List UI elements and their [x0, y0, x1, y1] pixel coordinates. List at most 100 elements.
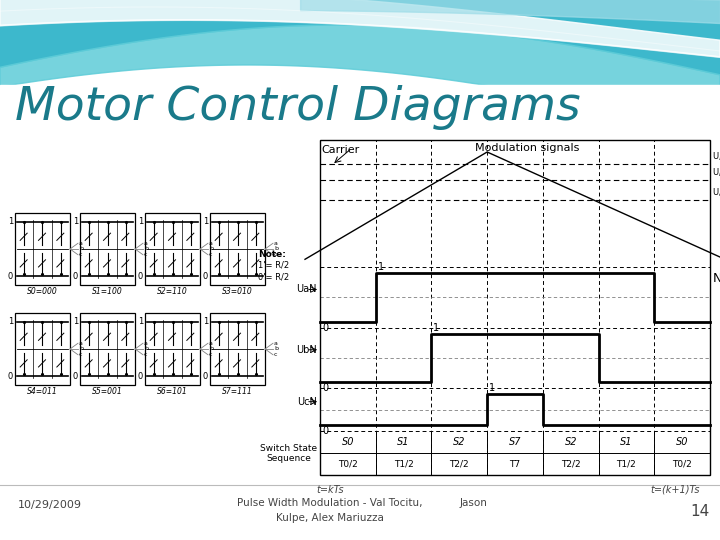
Bar — [15, 313, 70, 385]
Text: Note:: Note: — [258, 250, 286, 259]
Text: b: b — [274, 246, 278, 252]
Text: c: c — [209, 252, 212, 257]
Text: c: c — [209, 352, 212, 357]
Text: 0: 0 — [322, 322, 328, 333]
Text: 1: 1 — [489, 383, 495, 393]
Text: b: b — [209, 347, 213, 352]
Text: 0: 0 — [138, 272, 143, 281]
Text: a: a — [274, 241, 278, 246]
Text: 1: 1 — [433, 322, 439, 333]
Text: Carrier: Carrier — [321, 145, 359, 155]
Text: T2/2: T2/2 — [449, 460, 469, 469]
Text: 1: 1 — [378, 262, 384, 272]
Text: S1: S1 — [620, 437, 633, 447]
Text: S0=000: S0=000 — [27, 287, 58, 296]
Text: UbN: UbN — [296, 345, 317, 355]
Bar — [320, 140, 710, 475]
Text: S7: S7 — [509, 437, 521, 447]
Text: S2: S2 — [453, 437, 466, 447]
Text: 0: 0 — [322, 383, 328, 393]
Text: S3=010: S3=010 — [222, 287, 253, 296]
Text: b: b — [79, 347, 83, 352]
Bar — [320, 140, 710, 475]
Text: 1: 1 — [203, 217, 208, 226]
Text: a: a — [79, 341, 83, 346]
Text: 0'= R/2: 0'= R/2 — [258, 272, 289, 281]
Text: T0/2: T0/2 — [338, 460, 358, 469]
Bar — [80, 313, 135, 385]
Text: S1=100: S1=100 — [92, 287, 123, 296]
Bar — [15, 213, 70, 285]
Text: 0: 0 — [73, 272, 78, 281]
Text: 10/29/2009: 10/29/2009 — [18, 500, 82, 510]
Text: 0: 0 — [8, 372, 13, 381]
Text: Jason: Jason — [460, 498, 488, 508]
Text: S2: S2 — [564, 437, 577, 447]
Text: S2=110: S2=110 — [157, 287, 188, 296]
Text: U$_b$(kTs): U$_b$(kTs) — [712, 166, 720, 179]
Text: a: a — [209, 241, 213, 246]
Bar — [210, 213, 265, 285]
Text: c: c — [274, 352, 277, 357]
Text: a: a — [209, 341, 213, 346]
Text: S5=001: S5=001 — [92, 387, 123, 396]
Text: T2/2: T2/2 — [561, 460, 580, 469]
Text: 1: 1 — [203, 317, 208, 326]
Text: UcN: UcN — [297, 397, 317, 407]
Text: Motor Control Diagrams: Motor Control Diagrams — [15, 85, 580, 130]
Text: S7=111: S7=111 — [222, 387, 253, 396]
Text: 1: 1 — [73, 317, 78, 326]
Text: Modulation signals: Modulation signals — [475, 143, 580, 153]
Text: 1: 1 — [8, 217, 13, 226]
Text: S0: S0 — [341, 437, 354, 447]
Text: b: b — [144, 347, 148, 352]
Text: Kulpe, Alex Mariuzza: Kulpe, Alex Mariuzza — [276, 513, 384, 523]
Text: S1: S1 — [397, 437, 410, 447]
Text: c: c — [79, 252, 83, 257]
Text: c: c — [144, 252, 148, 257]
Text: T0/2: T0/2 — [672, 460, 692, 469]
Text: 0: 0 — [73, 372, 78, 381]
Text: T1/2: T1/2 — [616, 460, 636, 469]
Bar — [80, 213, 135, 285]
Text: 0: 0 — [203, 372, 208, 381]
Bar — [145, 213, 200, 285]
Text: a: a — [144, 241, 148, 246]
Text: 1: 1 — [138, 317, 143, 326]
Text: 0: 0 — [8, 272, 13, 281]
Text: Switch State
Sequence: Switch State Sequence — [260, 443, 317, 463]
Text: c: c — [79, 352, 83, 357]
Text: Pulse Width Modulation - Val Tocitu,: Pulse Width Modulation - Val Tocitu, — [238, 498, 423, 508]
Text: 0: 0 — [203, 272, 208, 281]
Text: b: b — [79, 246, 83, 252]
Text: 1'= R/2: 1'= R/2 — [258, 261, 289, 270]
Text: U$_c$(kTs): U$_c$(kTs) — [712, 186, 720, 199]
Text: T7: T7 — [510, 460, 521, 469]
Text: U$_a$(kTs): U$_a$(kTs) — [712, 151, 720, 163]
Text: 1: 1 — [138, 217, 143, 226]
Text: 14: 14 — [690, 504, 710, 519]
Text: b: b — [209, 246, 213, 252]
Text: a: a — [144, 341, 148, 346]
Text: a: a — [274, 341, 278, 346]
Bar — [145, 313, 200, 385]
Text: t=(k+1)Ts: t=(k+1)Ts — [650, 485, 700, 495]
Text: UaN: UaN — [297, 285, 317, 294]
Text: b: b — [274, 347, 278, 352]
Bar — [0, 85, 720, 485]
Text: T1/2: T1/2 — [394, 460, 413, 469]
Text: a: a — [79, 241, 83, 246]
Text: N: N — [713, 272, 720, 285]
Text: S0: S0 — [676, 437, 688, 447]
Text: 0: 0 — [322, 427, 328, 436]
Text: c: c — [144, 352, 148, 357]
Text: 1: 1 — [73, 217, 78, 226]
Text: S4=011: S4=011 — [27, 387, 58, 396]
Text: c: c — [274, 252, 277, 257]
Text: S6=101: S6=101 — [157, 387, 188, 396]
Text: 1: 1 — [8, 317, 13, 326]
Text: b: b — [144, 246, 148, 252]
Text: 0: 0 — [138, 372, 143, 381]
Text: t=kTs: t=kTs — [316, 485, 344, 495]
Bar — [210, 313, 265, 385]
